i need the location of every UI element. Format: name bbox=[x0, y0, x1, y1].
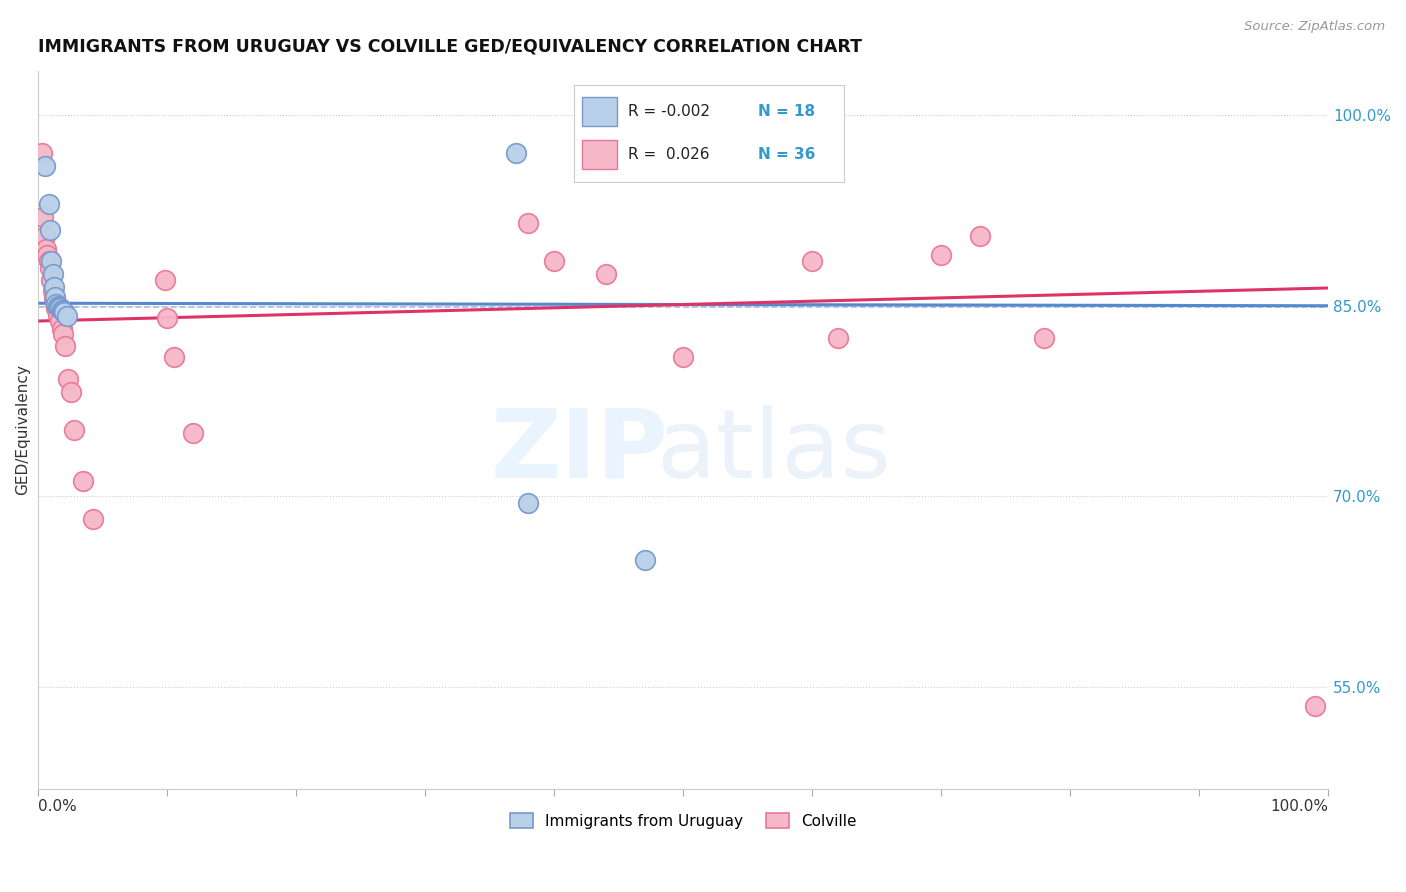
Point bbox=[49, 301, 72, 316]
Point bbox=[38, 254, 60, 268]
Point bbox=[53, 305, 76, 319]
Point bbox=[595, 267, 617, 281]
Y-axis label: GED/Equivalency: GED/Equivalency bbox=[15, 364, 30, 495]
Point bbox=[52, 303, 75, 318]
Point bbox=[41, 267, 63, 281]
Point bbox=[517, 216, 540, 230]
Point bbox=[34, 159, 56, 173]
Point bbox=[56, 372, 79, 386]
Point bbox=[46, 299, 69, 313]
Text: atlas: atlas bbox=[657, 405, 891, 498]
Point bbox=[969, 228, 991, 243]
Point bbox=[801, 254, 824, 268]
Point bbox=[48, 300, 70, 314]
Point bbox=[44, 290, 66, 304]
Point bbox=[1033, 330, 1056, 344]
Point bbox=[517, 496, 540, 510]
Point bbox=[45, 297, 67, 311]
Point bbox=[163, 350, 186, 364]
Point bbox=[153, 273, 176, 287]
Point bbox=[59, 385, 82, 400]
Point bbox=[46, 308, 69, 322]
Point bbox=[633, 553, 655, 567]
Point bbox=[39, 222, 62, 236]
Point bbox=[156, 311, 179, 326]
Point bbox=[55, 309, 77, 323]
Text: Source: ZipAtlas.com: Source: ZipAtlas.com bbox=[1244, 20, 1385, 33]
Point bbox=[52, 326, 75, 341]
Point bbox=[41, 284, 63, 298]
Text: IMMIGRANTS FROM URUGUAY VS COLVILLE GED/EQUIVALENCY CORRELATION CHART: IMMIGRANTS FROM URUGUAY VS COLVILLE GED/… bbox=[38, 37, 862, 55]
Point bbox=[39, 273, 62, 287]
Point bbox=[37, 248, 59, 262]
Point bbox=[32, 210, 55, 224]
Point bbox=[543, 254, 565, 268]
Point bbox=[31, 146, 53, 161]
Text: 0.0%: 0.0% bbox=[38, 798, 77, 814]
Point bbox=[672, 350, 695, 364]
Point bbox=[929, 248, 952, 262]
Point bbox=[39, 254, 62, 268]
Point bbox=[1303, 698, 1326, 713]
Point bbox=[51, 302, 73, 317]
Point bbox=[42, 291, 65, 305]
Point bbox=[505, 146, 527, 161]
Text: 100.0%: 100.0% bbox=[1270, 798, 1329, 814]
Point bbox=[181, 425, 204, 440]
Text: ZIP: ZIP bbox=[491, 405, 669, 498]
Point bbox=[72, 474, 94, 488]
Point bbox=[44, 296, 66, 310]
Point bbox=[35, 242, 58, 256]
Point bbox=[49, 314, 72, 328]
Point bbox=[39, 260, 62, 275]
Point bbox=[34, 228, 56, 243]
Point bbox=[38, 197, 60, 211]
Point bbox=[82, 512, 104, 526]
Point bbox=[827, 330, 849, 344]
Point bbox=[63, 423, 86, 437]
Point bbox=[45, 301, 67, 316]
Legend: Immigrants from Uruguay, Colville: Immigrants from Uruguay, Colville bbox=[503, 806, 863, 835]
Point bbox=[42, 279, 65, 293]
Point bbox=[51, 321, 73, 335]
Point bbox=[55, 339, 77, 353]
